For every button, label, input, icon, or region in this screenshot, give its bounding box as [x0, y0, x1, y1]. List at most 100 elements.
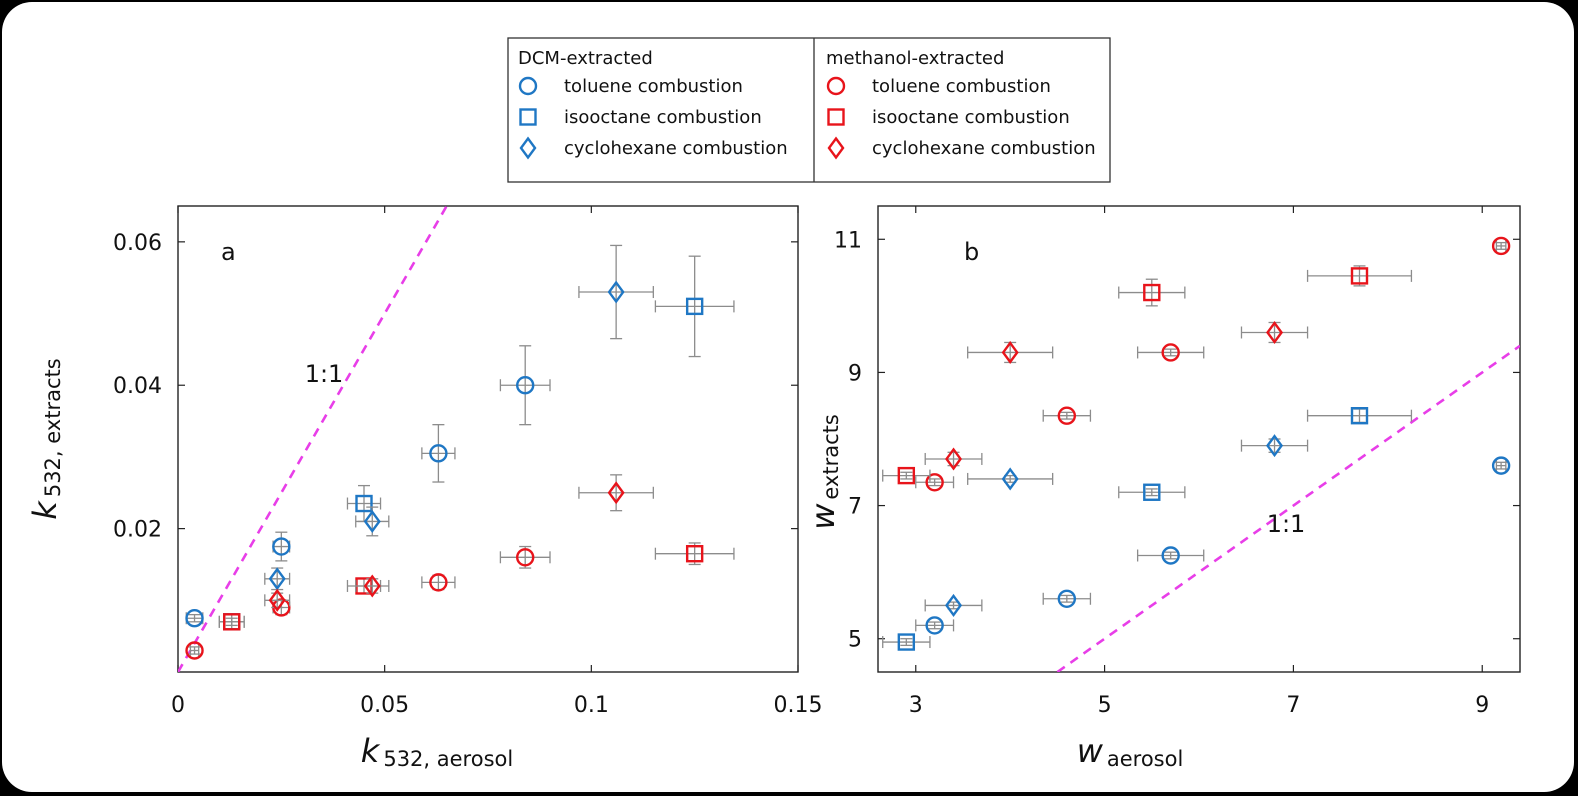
error-bars — [499, 345, 551, 426]
error-bars — [1118, 278, 1186, 307]
data-point-square — [1350, 407, 1369, 425]
y-axis-label-sub: 532, extracts — [41, 358, 65, 497]
data-point-circle — [185, 609, 204, 628]
error-bars — [264, 592, 291, 609]
x-tick-label: 9 — [1475, 693, 1489, 718]
data-point-circle — [429, 573, 448, 592]
y-axis-label-main: k — [26, 500, 64, 520]
data-point-diamond — [363, 509, 381, 533]
data-point-diamond — [1001, 340, 1019, 364]
legend-entry-label: isooctane combustion — [564, 107, 762, 128]
data-point-square — [685, 297, 704, 316]
data-point-square — [1350, 267, 1369, 285]
legend-marker-circle — [518, 76, 538, 96]
one-to-one-line — [1056, 344, 1520, 672]
x-tick-label: 0.1 — [574, 693, 609, 718]
error-bars — [1495, 239, 1508, 252]
y-tick-label: 0.02 — [113, 518, 162, 543]
data-point-circle — [1161, 343, 1180, 362]
legend-group-title: methanol-extracted — [826, 48, 1004, 69]
data-point-diamond — [945, 593, 963, 617]
y-tick-label: 7 — [848, 495, 862, 520]
y-tick-label: 0.06 — [113, 231, 162, 256]
legend-entry-label: toluene combustion — [564, 76, 743, 97]
data-point-square — [355, 494, 373, 513]
error-bars — [188, 644, 201, 657]
y-tick-label: 5 — [848, 628, 862, 653]
x-axis-label-main: w — [1077, 732, 1104, 770]
legend: DCM-extracted toluene combustion isooctane… — [507, 37, 1111, 183]
legend-group-title: DCM-extracted — [518, 48, 653, 69]
legend-marker-circle — [826, 76, 846, 96]
legend-entry-label: cyclohexane combustion — [564, 138, 788, 159]
legend-marker-diamond — [519, 136, 537, 160]
x-tick-label: 7 — [1286, 693, 1300, 718]
data-point-circle — [1057, 589, 1077, 608]
y-axis-label: k 532, extracts — [26, 358, 65, 519]
data-point-diamond — [607, 481, 625, 505]
data-point-circle — [516, 376, 535, 395]
data-point-diamond — [1266, 434, 1284, 458]
panel-letter: a — [221, 238, 236, 266]
y-axis-label: w extracts — [804, 414, 843, 530]
y-tick-label: 11 — [834, 228, 862, 253]
error-bars — [924, 599, 983, 612]
legend-box — [507, 37, 1111, 183]
error-bars — [1136, 346, 1205, 359]
data-point-circle — [925, 616, 944, 635]
legend-entry-label: cyclohexane combustion — [872, 138, 1096, 159]
panel-letter: b — [964, 238, 979, 266]
x-axis-label-sub: aerosol — [1107, 747, 1183, 771]
error-bars — [1495, 459, 1508, 472]
error-bars — [915, 619, 955, 632]
x-axis-label-sub: 532, aerosol — [383, 747, 513, 771]
legend-marker-diamond — [827, 136, 845, 160]
x-axis-label: k 532, aerosol — [361, 732, 513, 771]
error-bars — [654, 542, 735, 566]
legend-entry-label: toluene combustion — [872, 76, 1051, 97]
error-bars — [967, 472, 1054, 485]
error-bars — [967, 341, 1054, 364]
data-point-diamond — [268, 567, 286, 591]
y-axis-label-main: w — [804, 503, 842, 530]
error-bars — [1306, 408, 1413, 424]
x-tick-label: 3 — [909, 693, 923, 718]
data-point-circle — [516, 548, 535, 567]
x-axis-label-main: k — [361, 732, 381, 770]
data-point-circle — [925, 473, 944, 492]
error-bars — [1240, 438, 1309, 453]
error-bars — [1136, 549, 1205, 562]
plot-frame — [877, 205, 1521, 673]
error-bars — [578, 244, 654, 340]
error-bars — [578, 474, 654, 512]
x-tick-label: 0 — [171, 693, 185, 718]
panel-a: 0 0.05 0.1 0.150.020.040.061:1ak 532, aeroso… — [26, 205, 823, 771]
error-bars — [1118, 486, 1186, 499]
data-point-square — [897, 633, 916, 651]
data-point-circle — [185, 641, 204, 660]
one-to-one-label: 1:1 — [1267, 510, 1306, 538]
error-bars — [421, 424, 456, 483]
legend-marker-square — [519, 108, 537, 126]
x-axis-label: w aerosol — [1077, 732, 1184, 771]
data-point-circle — [1057, 406, 1077, 425]
y-tick-label: 9 — [848, 361, 862, 386]
error-bars — [272, 531, 291, 562]
data-point-circle — [1491, 236, 1511, 256]
error-bars — [1042, 409, 1092, 422]
one-to-one-line — [178, 206, 448, 672]
data-point-circle — [429, 444, 448, 463]
data-point-diamond — [1001, 467, 1019, 491]
data-point-diamond — [363, 574, 381, 598]
data-point-square — [1143, 283, 1161, 302]
x-tick-label: 0.15 — [774, 693, 823, 718]
data-point-square — [685, 545, 704, 563]
error-bars — [882, 636, 931, 649]
error-bars — [915, 476, 955, 489]
data-point-square — [1143, 483, 1161, 501]
error-bars — [1042, 592, 1092, 605]
